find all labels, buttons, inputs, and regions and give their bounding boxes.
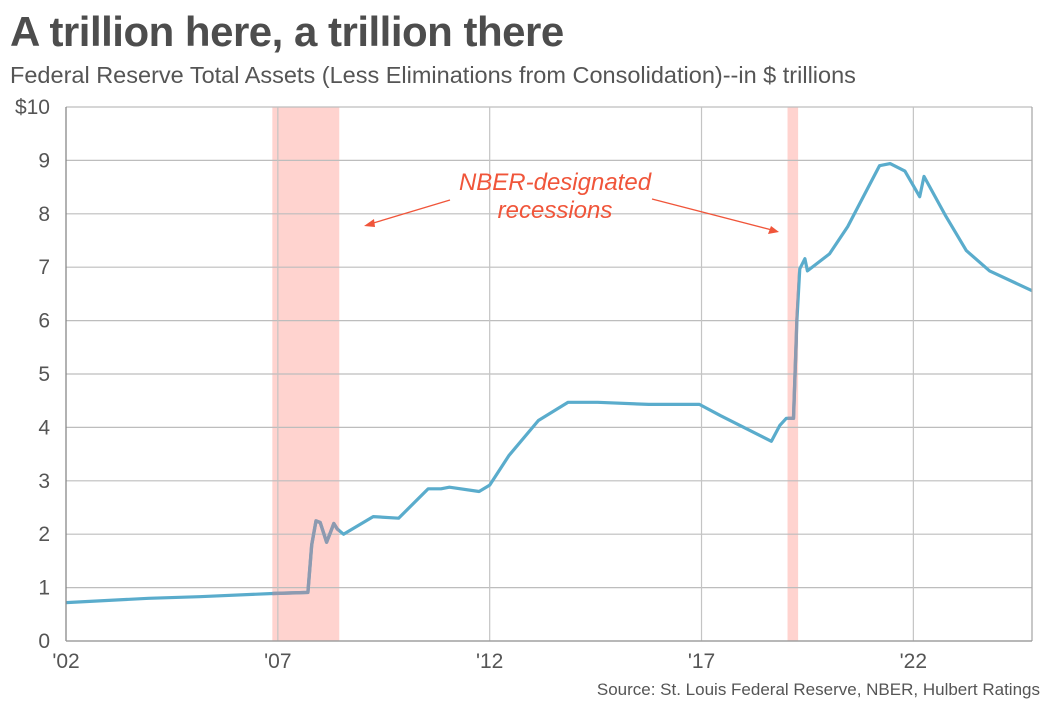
y-tick-label: 8 [38, 203, 50, 226]
annotation-arrow-right [651, 198, 773, 231]
source-note: Source: St. Louis Federal Reserve, NBER,… [596, 680, 1040, 699]
y-tick-label: 2 [38, 523, 50, 546]
x-tick-label: '12 [476, 650, 503, 673]
y-tick-label: 0 [38, 630, 50, 653]
y-tick-label: 4 [38, 416, 50, 439]
annotation-line-1: NBER-designated [459, 169, 652, 196]
series-line [65, 162, 1033, 605]
x-tick-label: '07 [264, 650, 291, 673]
axes: 0 1 2 3 4 5 6 7 8 9 $10 '02 '07 '12 '17 '22 [15, 96, 1033, 673]
y-tick-label: 5 [38, 363, 50, 386]
annotation-line-2: recessions [498, 197, 613, 224]
annotation: NBER-designated recessions [364, 169, 779, 234]
series-line-recession-segment [272, 161, 799, 605]
x-tick-label: '22 [900, 650, 927, 673]
y-tick-label: $10 [15, 96, 50, 119]
y-tick-label: 7 [38, 256, 50, 279]
y-tick-label: 1 [38, 577, 50, 600]
x-tick-label: '17 [688, 650, 715, 673]
chart-title: A trillion here, a trillion there [10, 8, 564, 55]
y-tick-label: 3 [38, 470, 50, 493]
arrowhead-right-icon [768, 226, 779, 234]
arrowhead-left-icon [364, 219, 375, 227]
series-line-group [65, 161, 1033, 605]
y-tick-label: 9 [38, 149, 50, 172]
annotation-arrow-left [369, 199, 451, 225]
y-tick-label: 6 [38, 310, 50, 333]
x-tick-label: '02 [52, 650, 79, 673]
chart-subtitle: Federal Reserve Total Assets (Less Elimi… [10, 62, 856, 88]
